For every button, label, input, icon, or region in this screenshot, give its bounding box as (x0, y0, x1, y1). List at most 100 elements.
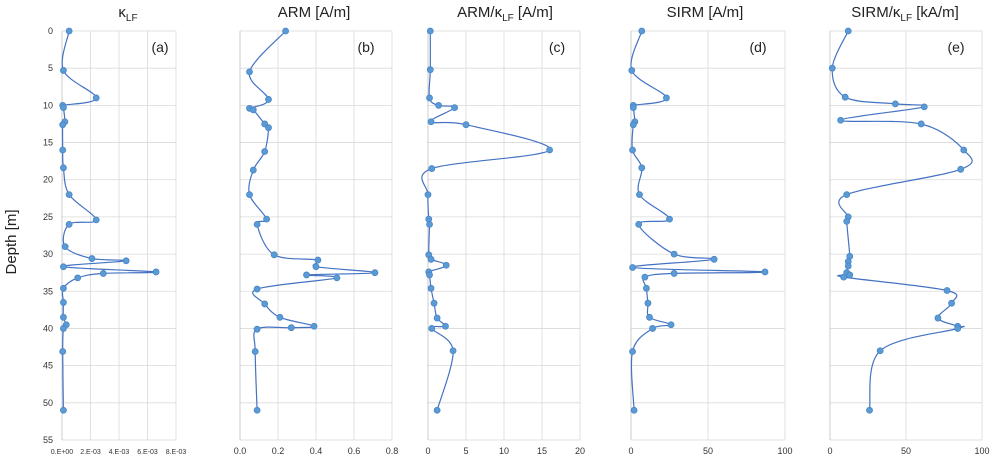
data-point (270, 251, 278, 259)
data-point (88, 255, 96, 262)
data-point (60, 313, 67, 321)
panel-title: SIRM/κLF [kA/m] (851, 4, 959, 24)
y-tick-label: 25 (43, 212, 53, 222)
data-point (462, 121, 470, 129)
panel-title: κLF (118, 4, 137, 24)
x-tick-label: 5 (463, 446, 468, 456)
data-point (828, 64, 836, 72)
data-point (433, 314, 441, 322)
data-point (837, 116, 845, 124)
data-point (60, 284, 67, 292)
y-tick-label: 55 (43, 435, 53, 445)
data-point (426, 271, 433, 279)
data-point (312, 263, 320, 271)
data-point (435, 101, 443, 109)
panel-label: (d) (749, 39, 766, 55)
data-point (246, 68, 253, 76)
data-point (451, 104, 459, 111)
data-point (428, 325, 436, 332)
data-point (253, 220, 261, 228)
data-point (629, 104, 637, 111)
data-point (265, 96, 272, 103)
data-point (641, 273, 649, 281)
data-point (638, 164, 646, 172)
data-point (876, 347, 884, 355)
data-point (60, 67, 67, 74)
x-tick-label: 0 (628, 446, 633, 456)
data-point (442, 261, 450, 269)
data-point (65, 220, 73, 228)
data-point (670, 270, 678, 277)
y-tick-label: 45 (43, 361, 53, 371)
data-point (628, 67, 636, 74)
data-point (276, 313, 284, 321)
panel-title: SIRM [A/m] (667, 4, 744, 21)
y-tick-label: 35 (43, 286, 53, 296)
x-tick-label: 50 (901, 446, 911, 456)
data-point (74, 274, 82, 282)
x-tick-label: 50 (703, 446, 713, 456)
x-tick-label: 0 (425, 446, 430, 456)
data-point (630, 406, 638, 414)
data-point (424, 191, 432, 199)
data-point (122, 257, 130, 265)
data-point (629, 121, 637, 129)
x-tick-label: 100 (777, 446, 792, 456)
data-point (629, 146, 636, 154)
data-point (843, 217, 851, 225)
x-tick-label: 4.E-03 (109, 449, 130, 456)
data-point (644, 299, 652, 307)
data-point (667, 321, 675, 329)
data-point (430, 299, 438, 307)
data-point (960, 146, 968, 154)
data-point (943, 287, 951, 294)
series-line (831, 30, 973, 411)
y-tick-label: 30 (43, 249, 53, 259)
data-point (371, 269, 379, 277)
data-point (846, 271, 854, 279)
y-tick-label: 40 (43, 323, 53, 333)
panel-label: (a) (151, 39, 168, 55)
y-tick-label: 0 (48, 26, 53, 36)
data-point (843, 191, 851, 199)
x-tick-label: 20 (575, 446, 585, 456)
data-point (251, 348, 259, 355)
data-point (426, 27, 434, 35)
x-tick-label: 15 (537, 446, 547, 456)
x-tick-label: 0.6 (348, 446, 361, 456)
data-point (844, 27, 852, 35)
panel-label: (e) (947, 39, 964, 55)
series-line (59, 30, 158, 411)
data-point (246, 191, 253, 199)
data-point (261, 148, 269, 155)
panel-a: 0 5 10 15 20 25 30 35 40 45 50 55 0.E+00 2.E-03 4.E-03… (43, 4, 186, 456)
data-point (954, 325, 962, 332)
data-point (666, 215, 673, 223)
x-tick-label: 0.4 (310, 446, 323, 456)
data-point (670, 250, 678, 258)
data-point (249, 166, 257, 174)
data-point (920, 103, 928, 111)
data-point (646, 313, 653, 321)
data-point (636, 191, 643, 199)
x-tick-label: 0.0 (234, 446, 247, 456)
data-point (629, 264, 636, 271)
data-point (59, 121, 67, 129)
panel-b: 0.0 0.2 0.4 0.6 0.8 ARM [A/m] (b) (234, 4, 399, 456)
data-point (957, 165, 965, 173)
data-point (426, 94, 433, 102)
data-point (428, 165, 436, 172)
data-point (948, 299, 955, 307)
data-point (710, 255, 718, 263)
data-point (891, 100, 899, 108)
y-tick-label: 20 (43, 175, 53, 185)
data-point (442, 322, 449, 330)
data-point (65, 27, 73, 35)
data-point (663, 94, 670, 102)
y-tick-label: 10 (43, 100, 53, 110)
data-point (60, 164, 67, 172)
data-point (60, 325, 67, 332)
data-point (61, 243, 69, 251)
panel-title: ARM [A/m] (278, 4, 351, 21)
